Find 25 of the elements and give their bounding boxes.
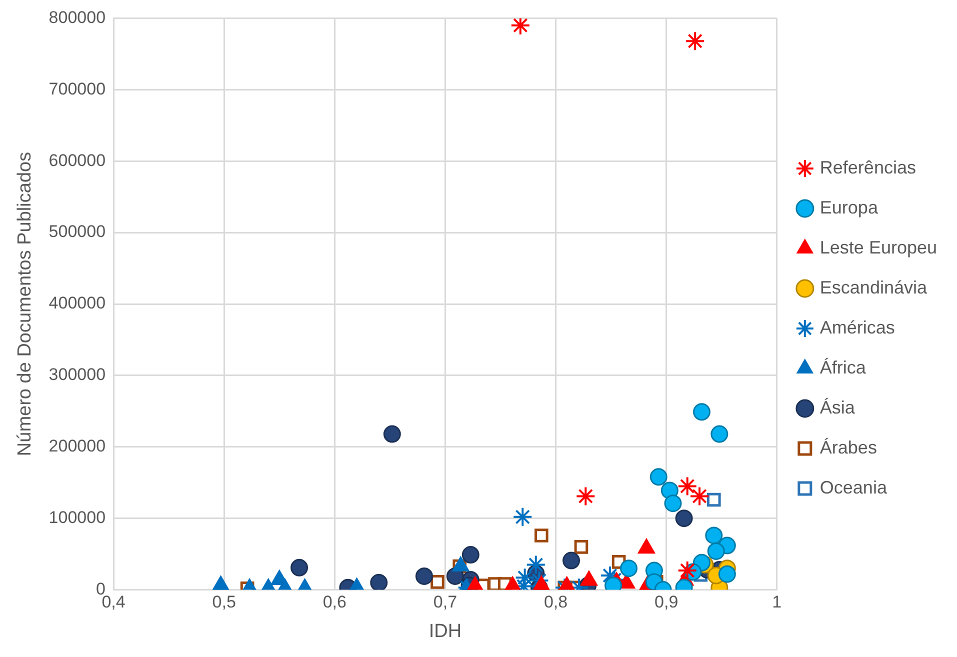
- y-tick-label: 800000: [48, 8, 106, 27]
- x-tick-label: 1: [772, 592, 782, 612]
- legend-label: Árabes: [820, 437, 877, 458]
- y-axis-title: Número de Documentos Publicados: [14, 152, 36, 456]
- x-tick-label: 0,5: [212, 592, 236, 612]
- x-tick-label: 0,7: [433, 592, 458, 612]
- legend-label: Europa: [820, 197, 879, 218]
- y-tick-label: 700000: [48, 79, 106, 98]
- legend-label: África: [820, 357, 867, 378]
- legend-label: Américas: [820, 317, 895, 338]
- y-tick-label: 300000: [48, 365, 106, 384]
- y-tick-label: 600000: [48, 150, 106, 170]
- legend-label: Oceania: [820, 477, 888, 498]
- legend-label: Ásia: [820, 397, 856, 418]
- x-axis-title: IDH: [428, 620, 462, 642]
- y-tick-label: 200000: [48, 436, 106, 456]
- x-tick-label: 0,8: [544, 592, 568, 612]
- x-tick-label: 0,9: [654, 592, 678, 612]
- y-tick-label: 500000: [48, 222, 106, 242]
- y-tick-label: 100000: [48, 508, 106, 528]
- x-tick-label: 0,6: [322, 592, 346, 612]
- legend-label: Referências: [820, 157, 916, 178]
- legend-label: Escandinávia: [820, 277, 928, 298]
- y-tick-label: 400000: [48, 294, 106, 313]
- legend-label: Leste Europeu: [820, 237, 938, 258]
